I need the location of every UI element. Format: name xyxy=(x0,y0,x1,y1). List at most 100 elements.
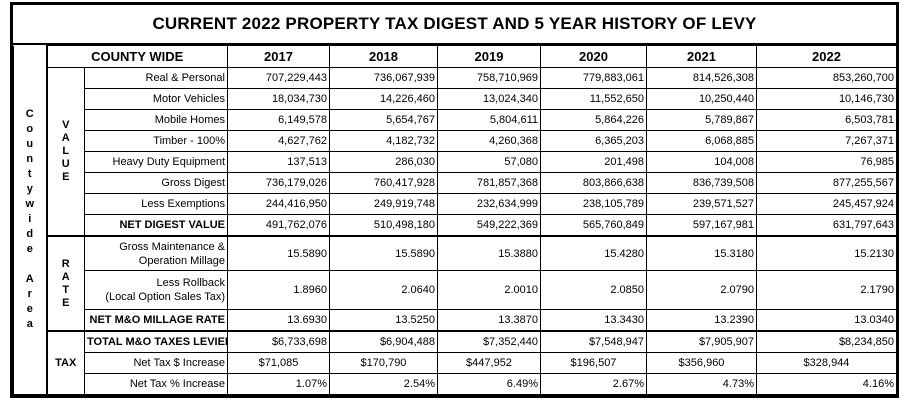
value-cell: 597,167,981 xyxy=(646,214,757,237)
tax-group-label: TAX xyxy=(46,330,85,395)
value-cell: 249,919,748 xyxy=(329,193,438,215)
value-cell: 6,068,885 xyxy=(646,130,757,152)
side-letter: t xyxy=(27,168,32,181)
year-header: 2017 xyxy=(227,45,330,68)
side-letter: w xyxy=(25,198,35,211)
value-cell: 15.2130 xyxy=(756,235,897,271)
value-cell: 5,864,226 xyxy=(540,109,647,131)
value-cell: $6,733,698 xyxy=(227,330,330,353)
value-cell: 760,417,928 xyxy=(329,172,438,194)
value-cell: 4,627,762 xyxy=(227,130,330,152)
side-letter: i xyxy=(28,213,32,226)
value-cell: $170,790 xyxy=(329,352,438,374)
value-cell: 2.67% xyxy=(540,373,647,395)
value-cell: 57,080 xyxy=(437,151,541,173)
value-cell: 803,866,638 xyxy=(540,172,647,194)
value-cell: 15.5890 xyxy=(329,235,438,271)
value-cell: 2.0790 xyxy=(646,270,757,310)
tax-digest-document: CURRENT 2022 PROPERTY TAX DIGEST AND 5 Y… xyxy=(10,2,899,398)
table-row: Mobile Homes 6,149,578 5,654,767 5,804,611 5… xyxy=(14,109,897,131)
value-cell: 239,571,527 xyxy=(646,193,757,215)
value-cell: 814,526,308 xyxy=(646,67,757,89)
value-cell: $447,952 xyxy=(437,352,541,374)
value-cell: 5,804,611 xyxy=(437,109,541,131)
value-cell: $356,960 xyxy=(646,352,757,374)
value-cell: 491,762,076 xyxy=(227,214,330,237)
value-cell: 5,789,867 xyxy=(646,109,757,131)
table-row: Net Tax $ Increase $71,085 $170,790 $447,95… xyxy=(14,352,897,374)
value-cell: 510,498,180 xyxy=(329,214,438,237)
value-cell: 10,250,440 xyxy=(646,88,757,110)
value-cell: $7,905,907 xyxy=(646,330,757,353)
table-row: NET M&O MILLAGE RATE 13.6930 13.5250 13.387… xyxy=(14,309,897,332)
table-row: V A L U E Real & Personal 707,229,443 736,067,9… xyxy=(14,67,897,237)
value-cell: 5,654,767 xyxy=(329,109,438,131)
value-cell: 1.8960 xyxy=(227,270,330,310)
value-cell: 836,739,508 xyxy=(646,172,757,194)
value-cell: $7,352,440 xyxy=(437,330,541,353)
value-cell: 13,024,340 xyxy=(437,88,541,110)
value-cell: 137,513 xyxy=(227,151,330,173)
table-row: Motor Vehicles 18,034,730 14,226,460 13,024… xyxy=(14,88,897,110)
row-label: Net Tax % Increase xyxy=(84,373,228,395)
row-label: Net Tax $ Increase xyxy=(84,352,228,374)
table-row: Heavy Duty Equipment 137,513 286,030 57,080… xyxy=(14,151,897,173)
value-cell: 7,267,371 xyxy=(756,130,897,152)
value-cell: 11,552,650 xyxy=(540,88,647,110)
table-row: Net Tax % Increase 1.07% 2.54% 6.49% 2.67% 4.… xyxy=(14,373,897,395)
value-cell: 15.3880 xyxy=(437,235,541,271)
value-cell: 104,008 xyxy=(646,151,757,173)
value-cell: 232,634,999 xyxy=(437,193,541,215)
year-header: 2019 xyxy=(437,45,541,68)
value-cell: 76,985 xyxy=(756,151,897,173)
row-label: TOTAL M&O TAXES LEVIED xyxy=(84,330,228,353)
row-label: Gross Digest xyxy=(84,172,228,194)
value-cell: 4,260,368 xyxy=(437,130,541,152)
value-cell: $196,507 xyxy=(540,352,647,374)
value-cell: 238,105,789 xyxy=(540,193,647,215)
table-row: Less Exemptions 244,416,950 249,919,748 232… xyxy=(14,193,897,215)
value-cell: 1.07% xyxy=(227,373,330,395)
value-cell: 6,365,203 xyxy=(540,130,647,152)
value-cell: 18,034,730 xyxy=(227,88,330,110)
table-row: NET DIGEST VALUE 491,762,076 510,498,180 54… xyxy=(14,214,897,237)
value-cell: 15.4280 xyxy=(540,235,647,271)
value-cell: 758,710,969 xyxy=(437,67,541,89)
row-label: Timber - 100% xyxy=(84,130,228,152)
document-title: CURRENT 2022 PROPERTY TAX DIGEST AND 5 Y… xyxy=(13,5,896,45)
value-cell: 15.3180 xyxy=(646,235,757,271)
value-cell: 13.3870 xyxy=(437,309,541,332)
side-letter: A xyxy=(25,273,34,286)
year-header: 2022 xyxy=(756,45,897,68)
row-label: Less Rollback (Local Option Sales Tax) xyxy=(84,270,228,310)
row-label: Less Exemptions xyxy=(84,193,228,215)
row-label: Mobile Homes xyxy=(84,109,228,131)
side-letter: u xyxy=(26,138,34,151)
value-cell: 245,457,924 xyxy=(756,193,897,215)
side-letter: d xyxy=(26,228,34,241)
value-cell: 244,416,950 xyxy=(227,193,330,215)
value-cell: 549,222,369 xyxy=(437,214,541,237)
side-letter: o xyxy=(26,123,34,136)
value-cell: 2.0640 xyxy=(329,270,438,310)
row-label: Motor Vehicles xyxy=(84,88,228,110)
row-label: Gross Maintenance & Operation Millage xyxy=(84,235,228,271)
value-cell: $7,548,947 xyxy=(540,330,647,353)
value-cell: 4.16% xyxy=(756,373,897,395)
row-label: NET DIGEST VALUE xyxy=(84,214,228,237)
value-cell: 14,226,460 xyxy=(329,88,438,110)
table-row: Gross Digest 736,179,026 760,417,928 781,85… xyxy=(14,172,897,194)
table-row: TAX TOTAL M&O TAXES LEVIED $6,733,698 $6,90… xyxy=(14,330,897,395)
value-cell: 15.5890 xyxy=(227,235,330,271)
value-cell: 565,760,849 xyxy=(540,214,647,237)
value-cell: 13.0340 xyxy=(756,309,897,332)
table-row: Less Rollback (Local Option Sales Tax) 1.8… xyxy=(14,270,897,310)
value-cell: 2.0850 xyxy=(540,270,647,310)
value-cell: 736,179,026 xyxy=(227,172,330,194)
value-cell: 781,857,368 xyxy=(437,172,541,194)
